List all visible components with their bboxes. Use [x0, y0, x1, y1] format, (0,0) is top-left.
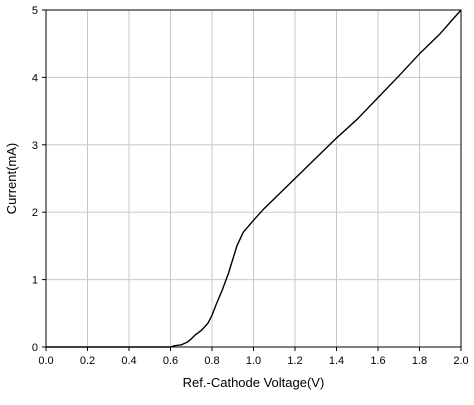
x-tick-label: 1.6	[370, 355, 385, 367]
x-tick-label: 1.8	[412, 355, 427, 367]
y-tick-label: 3	[32, 140, 38, 152]
x-tick-label: 0.6	[163, 355, 178, 367]
x-axis-label: Ref.-Cathode Voltage(V)	[183, 375, 325, 390]
y-tick-label: 1	[32, 275, 38, 287]
y-tick-label: 2	[32, 207, 38, 219]
y-axis-label: Current(mA)	[4, 143, 19, 215]
x-tick-label: 0.8	[204, 355, 219, 367]
x-tick-label: 1.4	[329, 355, 344, 367]
x-tick-label: 0.0	[38, 355, 53, 367]
x-tick-label: 1.0	[246, 355, 261, 367]
y-tick-label: 4	[32, 72, 38, 84]
axis-ticks: 0.0 0.2 0.4 0.6 0.8 1.0 1.2 1.4 1.6 1.8 2.0 0 1 2 3 4 5	[32, 5, 469, 367]
y-tick-label: 5	[32, 5, 38, 17]
grid	[46, 10, 461, 347]
x-tick-label: 0.2	[80, 355, 95, 367]
y-tick-label: 0	[32, 342, 38, 354]
x-tick-label: 0.4	[121, 355, 136, 367]
x-tick-label: 2.0	[453, 355, 468, 367]
x-tick-label: 1.2	[287, 355, 302, 367]
